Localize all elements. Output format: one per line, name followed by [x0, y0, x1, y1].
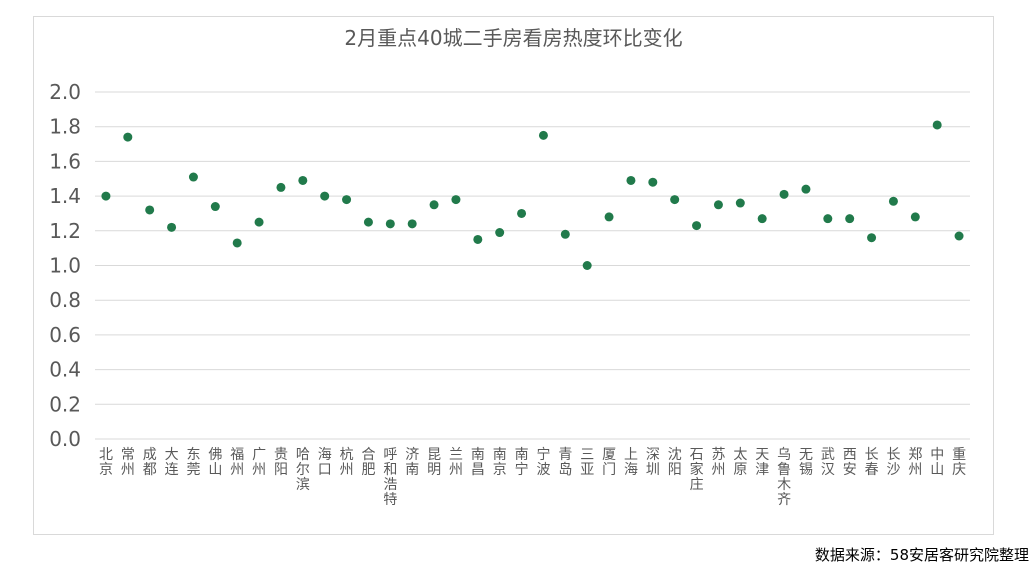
data-point-合肥 — [363, 217, 373, 227]
y-tick-label: 0.2 — [49, 392, 81, 416]
data-point-无锡 — [801, 184, 811, 194]
data-point-成都 — [145, 205, 155, 215]
x-tick-label: 大连 — [165, 447, 179, 478]
data-point-宁波 — [538, 130, 548, 140]
x-tick-label: 西安 — [843, 447, 857, 478]
y-tick-label: 0.4 — [49, 358, 81, 382]
x-tick-label: 青岛 — [558, 447, 572, 478]
data-point-深圳 — [648, 177, 658, 187]
x-tick-label: 苏州 — [711, 447, 725, 478]
source-note: 数据来源：58安居客研究院整理 — [814, 546, 1029, 564]
y-tick-label: 1.8 — [49, 115, 81, 139]
data-point-佛山 — [210, 202, 220, 212]
x-tick-label: 南京 — [493, 447, 507, 478]
y-tick-label: 1.6 — [49, 149, 81, 173]
x-tick-label: 北京 — [99, 447, 113, 478]
x-tick-label: 重庆 — [952, 447, 966, 478]
data-point-常州 — [123, 132, 133, 142]
y-tick-label: 0.6 — [49, 323, 81, 347]
data-point-南宁 — [517, 208, 527, 218]
data-point-广州 — [254, 217, 264, 227]
data-point-东莞 — [188, 172, 198, 182]
data-point-石家庄 — [692, 221, 702, 231]
data-points — [101, 120, 964, 270]
x-axis-tick-labels: 北京常州成都大连东莞佛山福州广州贵阳哈尔滨海口杭州合肥呼和浩特济南昆明兰州南昌南… — [99, 446, 966, 508]
x-tick-label: 厦门 — [602, 447, 616, 478]
x-tick-label: 武汉 — [821, 447, 835, 478]
x-tick-label: 兰州 — [449, 447, 463, 478]
data-point-上海 — [626, 175, 636, 185]
x-tick-label: 杭州 — [340, 447, 354, 478]
data-point-杭州 — [342, 195, 352, 205]
y-tick-label: 0.0 — [49, 427, 81, 451]
data-point-南昌 — [473, 234, 483, 244]
y-tick-label: 1.2 — [49, 219, 81, 243]
data-point-南京 — [495, 228, 505, 238]
x-tick-label: 三亚 — [580, 447, 594, 478]
data-point-福州 — [232, 238, 242, 248]
x-tick-label: 成都 — [143, 447, 157, 478]
y-axis-tick-labels: 0.0 0.2 0.4 0.6 0.8 1.0 1.2 1.4 1.6 1.8 2.0 — [49, 80, 81, 451]
data-point-武汉 — [823, 214, 833, 224]
data-point-哈尔滨 — [298, 175, 308, 185]
x-tick-label: 福州 — [230, 447, 244, 478]
x-tick-label: 石家庄 — [690, 447, 704, 493]
x-tick-label: 郑州 — [908, 447, 922, 478]
data-point-大连 — [167, 222, 177, 232]
x-tick-label: 广州 — [252, 447, 266, 478]
data-point-厦门 — [604, 212, 614, 222]
x-tick-label: 天津 — [755, 447, 769, 478]
data-point-郑州 — [910, 212, 920, 222]
data-point-中山 — [932, 120, 942, 130]
data-point-北京 — [101, 191, 111, 201]
data-point-青岛 — [560, 229, 570, 239]
y-tick-label: 0.8 — [49, 288, 81, 312]
data-point-乌鲁木齐 — [779, 189, 789, 199]
data-point-三亚 — [582, 261, 592, 270]
data-point-兰州 — [451, 195, 461, 205]
x-tick-label: 无锡 — [799, 447, 813, 478]
x-tick-label: 常州 — [121, 447, 135, 478]
x-tick-label: 贵阳 — [274, 447, 288, 478]
data-point-重庆 — [954, 231, 964, 241]
x-tick-label: 沈阳 — [668, 447, 682, 478]
data-point-太原 — [735, 198, 745, 208]
data-point-呼和浩特 — [385, 219, 395, 229]
data-point-贵阳 — [276, 182, 286, 192]
x-tick-label: 哈尔滨 — [296, 447, 310, 493]
data-point-海口 — [320, 191, 330, 201]
x-tick-label: 中山 — [930, 447, 944, 478]
data-point-沈阳 — [670, 195, 680, 205]
x-tick-label: 深圳 — [646, 447, 660, 478]
x-tick-label: 昆明 — [427, 447, 441, 478]
y-tick-label: 2.0 — [49, 80, 81, 104]
data-point-西安 — [845, 214, 855, 224]
data-point-长沙 — [888, 196, 898, 206]
data-point-苏州 — [713, 200, 723, 210]
x-tick-label: 上海 — [624, 447, 638, 478]
x-tick-label: 南宁 — [515, 447, 529, 478]
x-tick-label: 南昌 — [471, 447, 485, 478]
x-tick-label: 宁波 — [536, 446, 550, 478]
data-point-昆明 — [429, 200, 439, 210]
x-tick-label: 长沙 — [886, 447, 900, 478]
x-tick-label: 东莞 — [186, 447, 200, 478]
x-tick-label: 呼和浩特 — [383, 447, 397, 508]
x-tick-label: 海口 — [318, 447, 332, 478]
y-tick-label: 1.0 — [49, 254, 81, 278]
data-point-济南 — [407, 219, 417, 229]
y-tick-label: 1.4 — [49, 184, 81, 208]
chart-title: 2月重点40城二手房看房热度环比变化 — [344, 26, 683, 50]
data-point-长春 — [867, 233, 877, 243]
x-tick-label: 合肥 — [361, 447, 375, 478]
x-tick-label: 乌鲁木齐 — [777, 447, 791, 508]
x-tick-label: 佛山 — [208, 447, 222, 478]
grid-lines — [95, 91, 970, 440]
data-point-天津 — [757, 214, 767, 224]
x-tick-label: 济南 — [405, 447, 419, 478]
chart-frame — [33, 16, 994, 535]
x-tick-label: 太原 — [733, 447, 747, 478]
x-tick-label: 长春 — [865, 447, 879, 478]
